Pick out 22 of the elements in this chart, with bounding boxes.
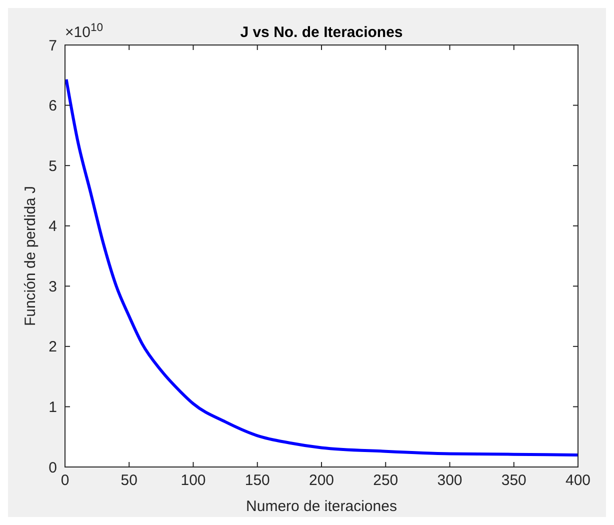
x-tick-label: 50 [120,472,138,489]
y-tick-label: 6 [48,98,57,115]
y-tick-label: 3 [48,278,57,296]
x-tick-label: 200 [308,472,334,489]
x-tick-label: 350 [501,472,526,489]
x-tick-label: 300 [437,472,462,489]
y-tick-label: 4 [48,218,57,236]
chart-title: J vs No. de Iteraciones [240,24,403,41]
x-tick-label: 250 [373,472,398,489]
y-axis-title: Función de perdida J [22,186,39,326]
y-tick-label: 1 [48,398,57,416]
x-axis-title: Numero de iteraciones [246,498,397,515]
x-tick-label: 150 [244,472,270,489]
line-series [64,78,580,456]
y-tick-label: 2 [48,338,57,356]
x-tick-label: 400 [565,472,591,489]
y-tick-label: 0 [48,459,57,476]
y-tick-label: 5 [48,158,57,175]
x-tick-label: 0 [60,472,70,489]
y-tick-label: 7 [48,37,57,54]
x-tick-label: 100 [180,472,206,489]
text: ×10$^{10}$ [65,22,103,41]
